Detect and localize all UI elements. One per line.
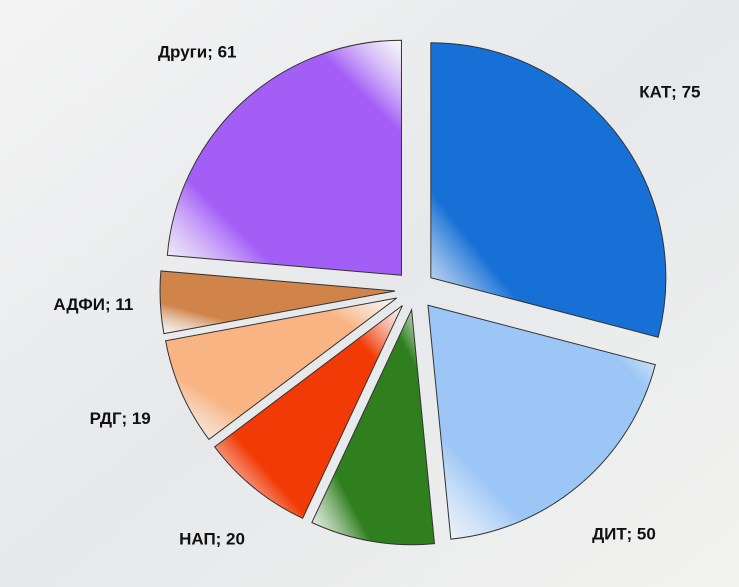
data-label: РДГ; 19 xyxy=(90,409,151,428)
data-label: ДИТ; 50 xyxy=(592,524,656,543)
page: {"chart_data": {"type": "pie", "values":… xyxy=(0,0,739,587)
data-label: КАТ; 75 xyxy=(639,83,700,102)
data-label: АДФИ; 11 xyxy=(53,295,133,314)
chart: КАТ; 75ДИТ; 50КЗП; 22НАП; 20РДГ; 19АДФИ;… xyxy=(0,0,739,587)
data-label: Други; 61 xyxy=(158,42,237,61)
data-label: НАП; 20 xyxy=(179,529,245,548)
